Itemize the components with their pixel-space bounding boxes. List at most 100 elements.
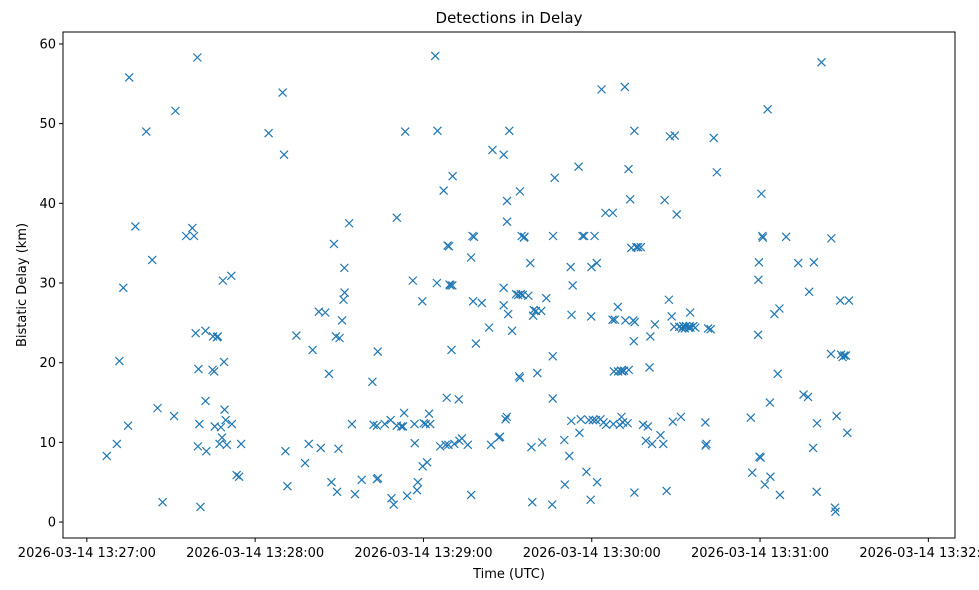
detection-point bbox=[410, 438, 420, 448]
detection-point bbox=[625, 194, 635, 204]
detection-point bbox=[567, 310, 576, 320]
detection-point bbox=[218, 276, 228, 286]
detection-point bbox=[760, 480, 770, 490]
detection-point bbox=[308, 345, 318, 355]
detection-point bbox=[747, 468, 757, 478]
plot-frame bbox=[62, 31, 956, 539]
detection-point bbox=[396, 422, 406, 431]
detection-point bbox=[112, 439, 122, 449]
detection-point bbox=[775, 490, 785, 500]
detection-point bbox=[525, 258, 535, 268]
detection-point bbox=[114, 356, 124, 366]
detection-point bbox=[650, 320, 660, 329]
detection-point bbox=[201, 396, 210, 406]
detection-point bbox=[488, 145, 497, 155]
detection-point bbox=[278, 88, 288, 97]
detection-point bbox=[118, 283, 128, 293]
detection-point bbox=[193, 441, 203, 451]
detection-point bbox=[803, 392, 813, 402]
detection-point bbox=[831, 507, 840, 517]
detection-point bbox=[196, 502, 205, 512]
detection-point bbox=[608, 208, 618, 218]
detection-point bbox=[641, 436, 651, 446]
detection-point bbox=[347, 419, 357, 429]
detection-point bbox=[799, 390, 808, 399]
detection-point bbox=[766, 472, 775, 482]
detection-point bbox=[609, 367, 619, 376]
detection-point bbox=[463, 440, 473, 450]
detection-point bbox=[753, 330, 763, 340]
detection-point bbox=[629, 488, 639, 498]
detection-point bbox=[548, 394, 558, 403]
detection-point bbox=[702, 439, 711, 449]
detection-point bbox=[753, 275, 763, 285]
detection-point bbox=[613, 302, 623, 312]
detection-point bbox=[232, 470, 242, 480]
detection-point bbox=[624, 164, 633, 174]
detection-point bbox=[191, 328, 201, 338]
detection-point bbox=[373, 473, 383, 483]
detection-point bbox=[339, 263, 349, 273]
detection-point bbox=[222, 440, 232, 450]
detection-point bbox=[532, 368, 542, 378]
detection-point bbox=[499, 300, 509, 310]
detection-point bbox=[844, 296, 854, 305]
detection-point bbox=[422, 457, 432, 467]
detection-point bbox=[432, 278, 442, 288]
detection-point bbox=[584, 415, 594, 425]
detection-point bbox=[576, 414, 586, 424]
detection-point bbox=[793, 258, 803, 268]
detection-point bbox=[192, 53, 202, 62]
detection-point bbox=[629, 336, 639, 346]
detection-point bbox=[373, 347, 383, 356]
detection-point bbox=[216, 422, 226, 432]
detection-point bbox=[608, 315, 617, 325]
detection-point bbox=[466, 490, 476, 500]
chart-title: Detections in Delay bbox=[436, 9, 583, 27]
detection-point bbox=[617, 367, 627, 376]
detection-point bbox=[448, 171, 458, 181]
detection-point bbox=[340, 288, 350, 297]
detection-point bbox=[515, 373, 525, 383]
detection-point bbox=[578, 231, 587, 241]
detection-point bbox=[610, 315, 620, 325]
detection-point bbox=[387, 493, 396, 503]
detection-point bbox=[444, 241, 454, 251]
detection-point bbox=[466, 253, 476, 262]
y-axis-ticks: 0 10 20 30 40 50 60 bbox=[39, 37, 63, 531]
x-tick-label: 2026-03-14 13:30:00 bbox=[523, 546, 661, 561]
detection-point bbox=[703, 324, 713, 333]
detection-point bbox=[424, 409, 434, 419]
detection-point bbox=[592, 477, 602, 487]
detection-point bbox=[334, 444, 343, 454]
detection-point bbox=[574, 162, 583, 172]
detection-point bbox=[763, 104, 773, 114]
detection-point bbox=[201, 326, 210, 336]
detection-point bbox=[449, 439, 459, 449]
detection-point bbox=[520, 232, 529, 242]
detection-point bbox=[676, 412, 686, 422]
detection-point bbox=[264, 128, 274, 138]
y-axis-label: Bistatic Delay (km) bbox=[15, 223, 30, 347]
detection-point bbox=[647, 439, 657, 449]
detection-point bbox=[412, 485, 422, 495]
detection-point bbox=[746, 413, 756, 423]
x-tick-label: 2026-03-14 13:32:00 bbox=[859, 546, 979, 561]
detection-point bbox=[102, 451, 112, 461]
detection-point bbox=[826, 349, 836, 359]
detection-point bbox=[586, 312, 596, 321]
detection-point bbox=[123, 421, 133, 431]
detection-point bbox=[574, 428, 584, 438]
x-tick-label: 2026-03-14 13:31:00 bbox=[691, 546, 829, 561]
detection-point bbox=[709, 133, 719, 143]
detection-point bbox=[124, 72, 134, 82]
detection-point bbox=[773, 369, 783, 379]
detection-point bbox=[442, 393, 452, 403]
detection-point bbox=[587, 262, 596, 272]
detection-point bbox=[300, 458, 310, 468]
detection-point bbox=[502, 196, 512, 206]
y-tick-label: 50 bbox=[39, 117, 56, 132]
detection-point bbox=[826, 233, 836, 243]
detection-point bbox=[209, 367, 219, 376]
data-points bbox=[102, 51, 854, 517]
